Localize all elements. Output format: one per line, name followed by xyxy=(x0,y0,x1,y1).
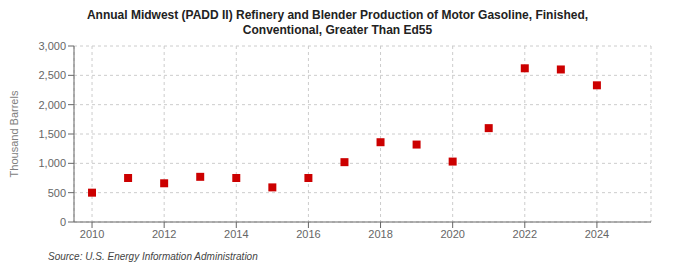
svg-text:Thousand Barrels: Thousand Barrels xyxy=(8,90,20,177)
svg-text:2012: 2012 xyxy=(152,228,176,240)
svg-text:2018: 2018 xyxy=(368,228,392,240)
svg-text:2,500: 2,500 xyxy=(38,69,66,81)
svg-text:2024: 2024 xyxy=(585,228,609,240)
html-text:Source: U.S. Energy Informatio: Source: U.S. Energy Information Administ… xyxy=(48,251,258,262)
svg-text:2,000: 2,000 xyxy=(38,99,66,111)
svg-text:2020: 2020 xyxy=(440,228,464,240)
svg-text:2014: 2014 xyxy=(224,228,248,240)
svg-text:500: 500 xyxy=(48,187,66,199)
svg-text:1,500: 1,500 xyxy=(38,128,66,140)
svg-text:2016: 2016 xyxy=(296,228,320,240)
svg-text:2022: 2022 xyxy=(513,228,537,240)
svg-text:3,000: 3,000 xyxy=(38,40,66,52)
svg-text:1,000: 1,000 xyxy=(38,157,66,169)
svg-text:0: 0 xyxy=(60,216,66,228)
html-text:Annual Midwest (PADD II) Refin: Annual Midwest (PADD II) Refinery and Bl… xyxy=(86,8,589,37)
svg-text:2010: 2010 xyxy=(80,228,104,240)
